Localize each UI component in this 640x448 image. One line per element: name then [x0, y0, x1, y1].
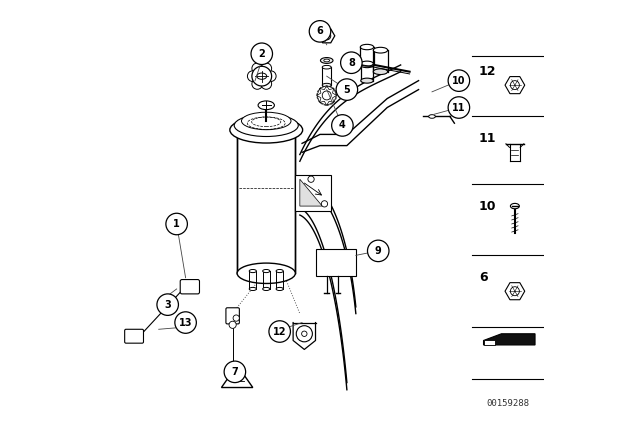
- Ellipse shape: [324, 59, 330, 62]
- Text: 3: 3: [164, 300, 171, 310]
- Ellipse shape: [276, 269, 284, 272]
- Circle shape: [166, 213, 188, 235]
- Circle shape: [252, 78, 262, 89]
- Text: 5: 5: [344, 85, 350, 95]
- Polygon shape: [317, 95, 321, 103]
- Ellipse shape: [234, 114, 298, 137]
- Polygon shape: [484, 340, 495, 345]
- Polygon shape: [320, 101, 327, 105]
- Text: 10: 10: [479, 199, 497, 213]
- Ellipse shape: [373, 47, 388, 53]
- Circle shape: [511, 81, 520, 90]
- Ellipse shape: [323, 65, 332, 69]
- Polygon shape: [333, 95, 337, 103]
- Ellipse shape: [360, 62, 374, 68]
- Circle shape: [340, 52, 362, 73]
- Text: 6: 6: [317, 26, 323, 36]
- Circle shape: [252, 66, 271, 86]
- Circle shape: [261, 78, 271, 89]
- FancyBboxPatch shape: [226, 308, 239, 324]
- Polygon shape: [484, 334, 535, 345]
- Ellipse shape: [373, 69, 388, 74]
- Polygon shape: [296, 175, 332, 211]
- Text: 1: 1: [173, 219, 180, 229]
- Ellipse shape: [429, 115, 435, 118]
- Text: 8: 8: [348, 58, 355, 68]
- Text: 10: 10: [452, 76, 466, 86]
- Circle shape: [248, 71, 258, 82]
- Bar: [237, 130, 296, 273]
- Circle shape: [251, 43, 273, 65]
- Circle shape: [224, 361, 246, 383]
- Circle shape: [448, 70, 470, 91]
- Circle shape: [266, 71, 276, 82]
- Polygon shape: [320, 86, 327, 90]
- Ellipse shape: [257, 73, 267, 79]
- Ellipse shape: [361, 78, 373, 83]
- FancyBboxPatch shape: [125, 329, 143, 343]
- Polygon shape: [333, 88, 337, 95]
- Circle shape: [261, 63, 271, 74]
- Polygon shape: [300, 179, 323, 206]
- FancyBboxPatch shape: [180, 280, 200, 294]
- Text: 2: 2: [259, 49, 265, 59]
- Circle shape: [175, 312, 196, 333]
- Text: 12: 12: [479, 65, 497, 78]
- Circle shape: [309, 21, 331, 42]
- Circle shape: [296, 326, 312, 342]
- Polygon shape: [327, 86, 333, 90]
- Polygon shape: [505, 77, 525, 94]
- Text: 11: 11: [452, 103, 466, 112]
- Circle shape: [308, 176, 314, 182]
- Ellipse shape: [361, 61, 373, 66]
- Circle shape: [323, 32, 331, 40]
- Ellipse shape: [360, 44, 374, 50]
- Polygon shape: [319, 29, 335, 43]
- Text: 11: 11: [479, 132, 497, 146]
- Circle shape: [321, 201, 328, 207]
- Ellipse shape: [262, 288, 270, 291]
- Ellipse shape: [321, 58, 333, 64]
- Ellipse shape: [230, 117, 303, 143]
- Ellipse shape: [258, 101, 275, 110]
- Ellipse shape: [511, 203, 520, 209]
- Text: 13: 13: [179, 318, 193, 327]
- Text: 00159288: 00159288: [486, 399, 530, 408]
- Circle shape: [269, 321, 291, 342]
- Bar: [316, 249, 356, 276]
- Circle shape: [233, 315, 239, 321]
- Circle shape: [332, 115, 353, 136]
- Polygon shape: [317, 88, 321, 95]
- Circle shape: [448, 97, 470, 118]
- Ellipse shape: [241, 112, 291, 130]
- Circle shape: [367, 240, 389, 262]
- Circle shape: [336, 79, 358, 100]
- Circle shape: [323, 91, 332, 100]
- Text: 6: 6: [479, 271, 488, 284]
- Polygon shape: [505, 283, 525, 300]
- Text: 9: 9: [375, 246, 381, 256]
- Text: 7: 7: [232, 367, 238, 377]
- Bar: [470, 31, 544, 390]
- Circle shape: [252, 63, 262, 74]
- Polygon shape: [327, 101, 333, 105]
- Text: 12: 12: [273, 327, 287, 336]
- Ellipse shape: [323, 83, 332, 87]
- Ellipse shape: [276, 288, 284, 291]
- Ellipse shape: [249, 288, 257, 291]
- Ellipse shape: [249, 269, 257, 272]
- Text: 4: 4: [339, 121, 346, 130]
- Polygon shape: [221, 365, 253, 388]
- Circle shape: [511, 287, 520, 296]
- Circle shape: [301, 331, 307, 336]
- Ellipse shape: [237, 263, 296, 284]
- Circle shape: [229, 321, 236, 328]
- Ellipse shape: [262, 269, 270, 272]
- Circle shape: [157, 294, 179, 315]
